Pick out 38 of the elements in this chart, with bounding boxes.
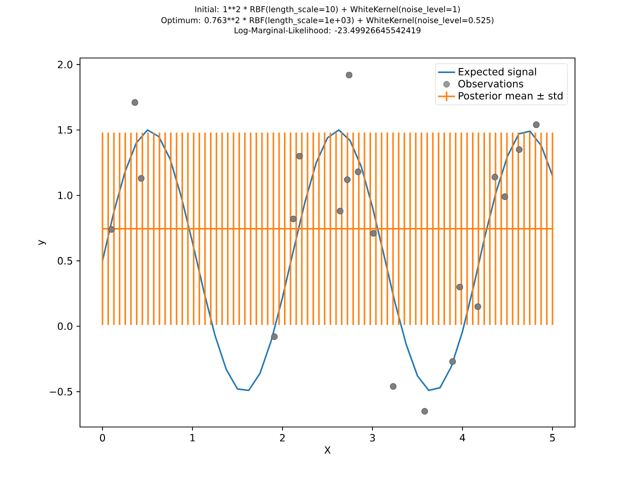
point <box>271 333 278 340</box>
x-tick-label: 3 <box>370 434 375 442</box>
point <box>290 216 297 222</box>
point <box>456 284 464 290</box>
point <box>370 230 377 237</box>
point <box>421 408 428 415</box>
point <box>502 193 508 200</box>
point <box>449 358 456 365</box>
point <box>516 146 523 153</box>
point <box>346 72 352 78</box>
point <box>474 303 482 310</box>
x-tick-label: 1 <box>190 434 195 442</box>
y-tick-label: 0.5 <box>58 257 72 265</box>
y-tick-label: −0.5 <box>50 388 72 396</box>
point <box>390 383 397 390</box>
y-axis-title: y <box>38 240 46 246</box>
x-tick-label: 4 <box>460 434 466 442</box>
point <box>354 168 362 176</box>
x-axis-title: X <box>324 446 331 454</box>
line-series <box>102 129 554 392</box>
point <box>492 174 498 180</box>
legend-label: Expected signal <box>458 68 536 78</box>
point <box>296 152 303 160</box>
point <box>344 176 351 183</box>
point <box>138 175 145 182</box>
legend-label: Observations <box>458 80 524 88</box>
point <box>108 226 115 233</box>
point <box>132 99 138 106</box>
y-tick-label: 2.0 <box>58 60 72 68</box>
y-tick-label: 1.0 <box>58 192 72 200</box>
x-tick-label: 0 <box>100 434 106 442</box>
legend-label: Posterior mean ± std <box>458 92 562 100</box>
x-tick-label: 2 <box>280 434 285 442</box>
point <box>336 208 344 214</box>
x-tick-label: 5 <box>550 434 555 442</box>
y-tick-label: 0.0 <box>58 322 72 330</box>
y-tick-label: 1.5 <box>58 126 72 134</box>
point <box>533 121 540 128</box>
